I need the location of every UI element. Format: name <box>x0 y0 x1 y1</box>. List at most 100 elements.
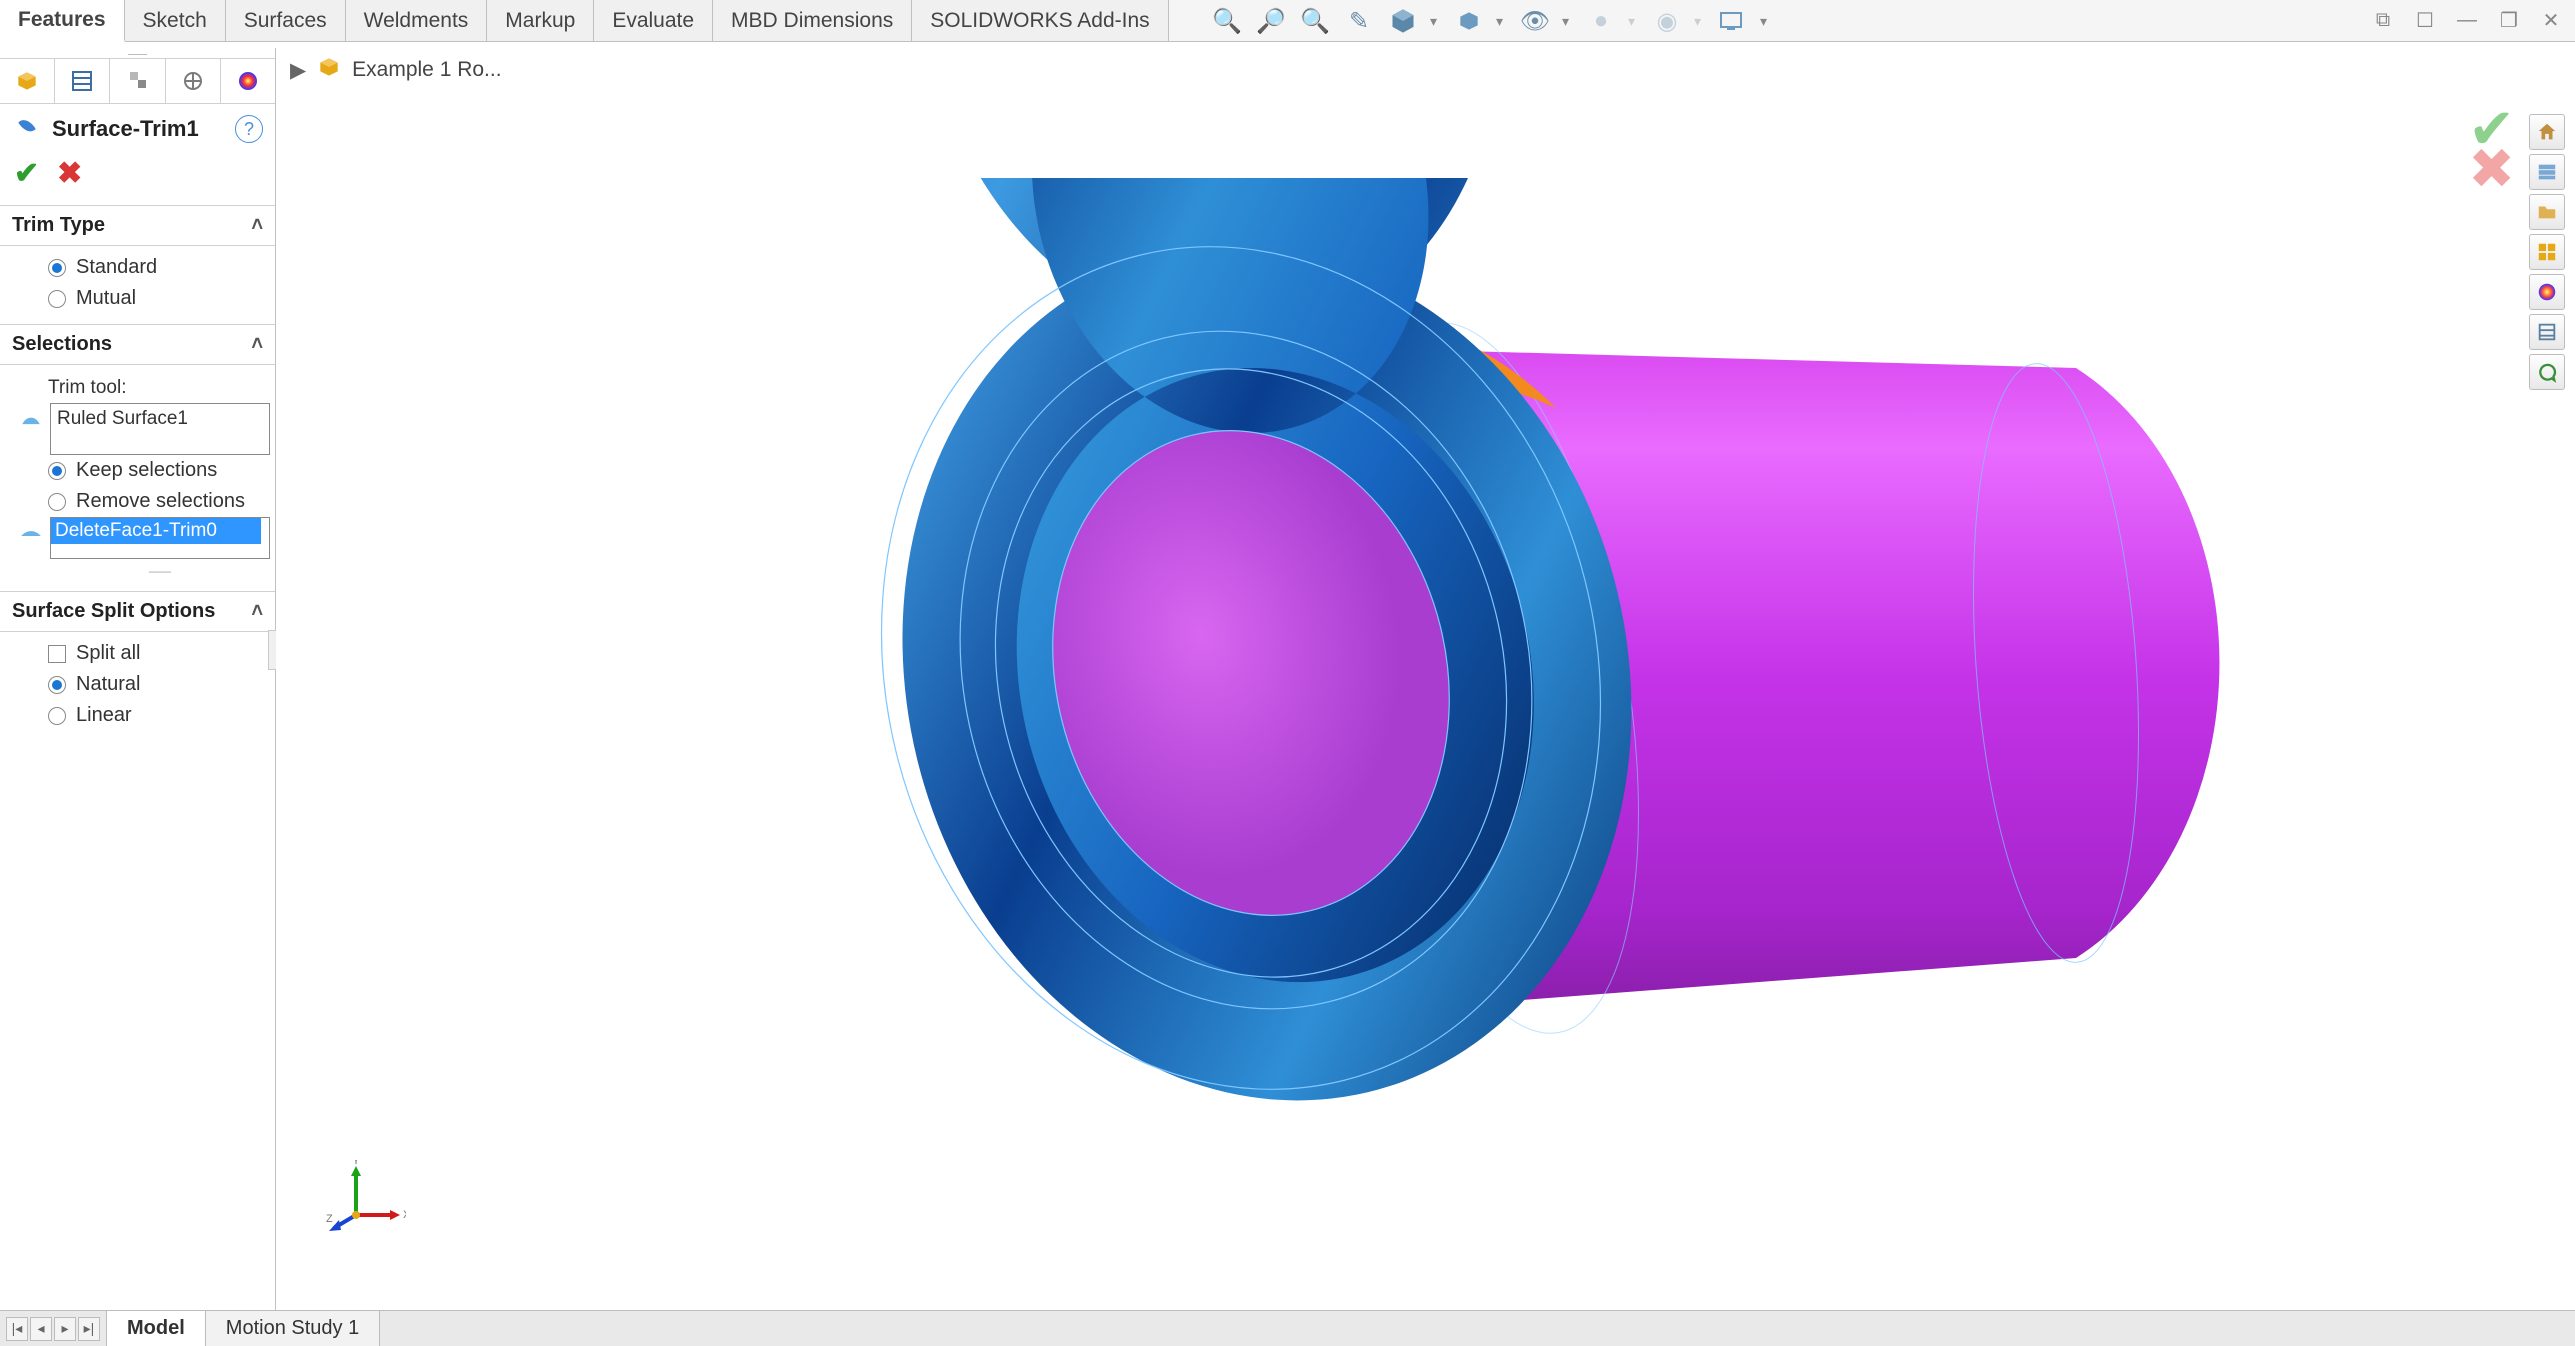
restore-icon[interactable]: ❐ <box>2495 6 2523 34</box>
configuration-manager-tab[interactable] <box>110 59 165 103</box>
section-split-options-header[interactable]: Surface Split Options ˄ <box>0 591 275 632</box>
trim-tool-icon <box>18 407 44 437</box>
section-selections-header[interactable]: Selections ˄ <box>0 324 275 365</box>
tab-evaluate[interactable]: Evaluate <box>594 0 713 41</box>
tab-sketch[interactable]: Sketch <box>125 0 226 41</box>
bottom-tab-model[interactable]: Model <box>107 1311 206 1346</box>
pm-title: Surface-Trim1 <box>52 116 225 142</box>
breadcrumb: ▶ Example 1 Ro... <box>290 54 502 86</box>
cancel-button[interactable]: ✖ <box>57 156 82 191</box>
triad-z-label: Z <box>326 1213 333 1225</box>
keep-listbox[interactable]: DeleteFace1-Trim0 <box>50 517 270 559</box>
radio-natural[interactable]: Natural <box>12 669 263 700</box>
bottom-tab-bar: |◂ ◂ ▸ ▸| Model Motion Study 1 <box>0 1310 2575 1346</box>
view-palette-icon[interactable] <box>2529 234 2565 270</box>
tab-solidworks-addins[interactable]: SOLIDWORKS Add-Ins <box>912 0 1168 41</box>
zoom-area-icon[interactable]: 🔎 <box>1254 4 1288 38</box>
checkbox-split-all[interactable]: Split all <box>12 638 263 669</box>
chevron-up-icon: ˄ <box>251 333 263 356</box>
tab-surfaces[interactable]: Surfaces <box>226 0 346 41</box>
section-trim-type-header[interactable]: Trim Type ˄ <box>0 205 275 246</box>
appearances-icon[interactable] <box>2529 274 2565 310</box>
feature-manager-tab[interactable] <box>0 59 55 103</box>
orientation-triad[interactable]: Y X Z <box>326 1160 406 1240</box>
panel-drag-handle[interactable]: ⸺ <box>0 48 275 58</box>
checkbox-label: Split all <box>76 642 140 665</box>
section-title: Selections <box>12 333 112 356</box>
section-selections-body: Trim tool: Ruled Surface1 Keep selection… <box>0 365 275 591</box>
tab-nav-next-icon[interactable]: ▸ <box>54 1317 76 1341</box>
radio-icon <box>48 676 66 694</box>
close-icon[interactable]: ✕ <box>2537 6 2565 34</box>
trim-tool-label: Trim tool: <box>12 371 263 403</box>
design-library-icon[interactable] <box>2529 154 2565 190</box>
pm-confirm-row: ✔ ✖ <box>0 150 275 205</box>
doc-restore-icon[interactable]: ⧉ <box>2369 6 2397 34</box>
section-view-icon[interactable]: ✎ <box>1342 4 1376 38</box>
checkbox-icon <box>48 645 66 663</box>
radio-icon <box>48 290 66 308</box>
trim-tool-listbox[interactable]: Ruled Surface1 <box>50 403 270 455</box>
radio-remove-selections[interactable]: Remove selections <box>12 486 263 517</box>
section-split-options-body: Split all Natural Linear <box>0 632 275 741</box>
resize-handle[interactable]: ⸺ <box>50 559 270 581</box>
ok-button[interactable]: ✔ <box>14 156 39 191</box>
doc-maximize-icon[interactable]: ☐ <box>2411 6 2439 34</box>
graphics-area[interactable]: ▶ Example 1 Ro... ✔ ✖ <box>276 48 2575 1310</box>
chevron-up-icon: ˄ <box>251 600 263 623</box>
minimize-icon[interactable]: — <box>2453 6 2481 34</box>
radio-icon <box>48 462 66 480</box>
view-orientation-icon[interactable] <box>1386 4 1420 38</box>
home-icon[interactable] <box>2529 114 2565 150</box>
radio-keep-selections[interactable]: Keep selections <box>12 455 263 486</box>
dimxpert-manager-tab[interactable] <box>166 59 221 103</box>
dropdown-icon[interactable]: ▾ <box>1760 13 1772 30</box>
view-settings-icon[interactable] <box>1716 4 1750 38</box>
tab-markup[interactable]: Markup <box>487 0 594 41</box>
radio-icon <box>48 259 66 277</box>
radio-mutual[interactable]: Mutual <box>12 283 263 314</box>
manager-tab-row <box>0 58 275 104</box>
keep-value: DeleteFace1-Trim0 <box>51 518 261 544</box>
dropdown-icon[interactable]: ▾ <box>1430 13 1442 30</box>
help-icon[interactable]: ? <box>235 115 263 143</box>
tab-nav-last-icon[interactable]: ▸| <box>78 1317 100 1341</box>
tab-weldments[interactable]: Weldments <box>346 0 488 41</box>
radio-label: Standard <box>76 256 157 279</box>
trim-tool-value: Ruled Surface1 <box>57 408 188 429</box>
dropdown-icon[interactable]: ▾ <box>1496 13 1508 30</box>
dropdown-icon[interactable]: ▾ <box>1562 13 1574 30</box>
display-manager-tab[interactable] <box>221 59 275 103</box>
expand-icon[interactable]: ▶ <box>290 58 306 83</box>
confirm-corner-cancel-icon[interactable]: ✖ <box>2468 136 2515 202</box>
radio-label: Linear <box>76 704 132 727</box>
edit-appearance-icon[interactable]: ● <box>1584 4 1618 38</box>
keep-selection-icon <box>18 521 44 551</box>
tab-mbd-dimensions[interactable]: MBD Dimensions <box>713 0 912 41</box>
dropdown-icon[interactable]: ▾ <box>1628 13 1640 30</box>
section-trim-type-body: Standard Mutual <box>0 246 275 324</box>
radio-label: Keep selections <box>76 459 217 482</box>
tab-nav-first-icon[interactable]: |◂ <box>6 1317 28 1341</box>
tab-nav-prev-icon[interactable]: ◂ <box>30 1317 52 1341</box>
chevron-up-icon: ˄ <box>251 214 263 237</box>
forum-icon[interactable] <box>2529 354 2565 390</box>
part-icon <box>316 54 342 86</box>
property-manager-tab[interactable] <box>55 59 110 103</box>
radio-linear[interactable]: Linear <box>12 700 263 731</box>
hide-show-icon[interactable]: 👁 <box>1518 4 1552 38</box>
apply-scene-icon[interactable]: ◉ <box>1650 4 1684 38</box>
radio-standard[interactable]: Standard <box>12 252 263 283</box>
triad-y-label: Y <box>352 1160 360 1167</box>
surface-trim-icon <box>12 114 42 144</box>
bottom-tab-motion-study[interactable]: Motion Study 1 <box>206 1311 380 1346</box>
section-title: Trim Type <box>12 214 105 237</box>
dropdown-icon[interactable]: ▾ <box>1694 13 1706 30</box>
tab-features[interactable]: Features <box>0 0 125 42</box>
custom-properties-icon[interactable] <box>2529 314 2565 350</box>
display-style-icon[interactable] <box>1452 4 1486 38</box>
breadcrumb-doc[interactable]: Example 1 Ro... <box>352 58 501 82</box>
previous-view-icon[interactable]: 🔍 <box>1298 4 1332 38</box>
zoom-to-fit-icon[interactable]: 🔍 <box>1210 4 1244 38</box>
file-explorer-icon[interactable] <box>2529 194 2565 230</box>
